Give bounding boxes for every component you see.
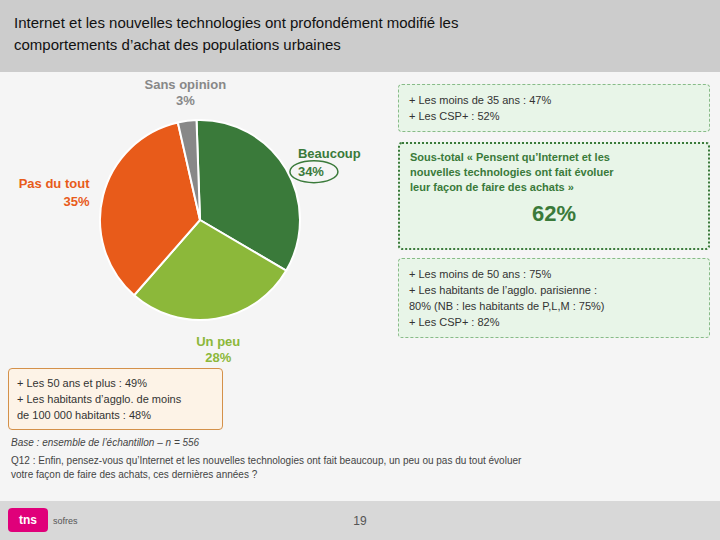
html-text:+ Les moins de 35 ans : 47% +: + Les moins de 35 ans : 47% + Les CSP+ :… bbox=[409, 94, 552, 122]
svg-text:28%: 28% bbox=[205, 350, 231, 362]
html-text:Sous-total « Pensent qu’Intern: Sous-total « Pensent qu’Internet et les … bbox=[410, 151, 614, 193]
html-text:+ Les 50 ans et plus : 49% + L: + Les 50 ans et plus : 49% + Les habitan… bbox=[17, 377, 182, 421]
html-text:Q12 : Enfin, pensez-vous qu’In: Q12 : Enfin, pensez-vous qu’Internet et … bbox=[11, 455, 522, 480]
svg-text:3%: 3% bbox=[176, 93, 195, 108]
html-text:tns: tns bbox=[19, 513, 37, 527]
html-text:sofres: sofres bbox=[53, 515, 78, 526]
html-text:19: 19 bbox=[353, 513, 367, 528]
svg-text:35%: 35% bbox=[63, 194, 89, 209]
svg-text:34%: 34% bbox=[298, 164, 324, 179]
html-text:+ Les moins de 50 ans : 75% +: + Les moins de 50 ans : 75% + Les habita… bbox=[409, 268, 605, 328]
svg-text:Un peu: Un peu bbox=[196, 334, 240, 349]
svg-text:Sans opinion: Sans opinion bbox=[145, 77, 227, 92]
html-text:62%: 62% bbox=[532, 201, 576, 226]
svg-text:Pas du tout: Pas du tout bbox=[19, 176, 90, 191]
svg-text:Beaucoup: Beaucoup bbox=[298, 146, 361, 161]
html-text:Base : ensemble de l’échantill: Base : ensemble de l’échantillon – n = 5… bbox=[11, 437, 200, 448]
html-text:Internet et les nouvelles tech: Internet et les nouvelles technologies o… bbox=[14, 14, 459, 53]
